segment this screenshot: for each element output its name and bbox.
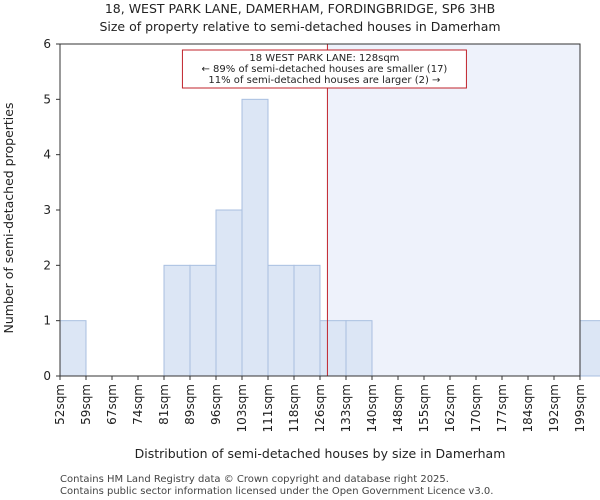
bar-81sqm xyxy=(163,264,191,377)
bar-103sqm xyxy=(241,98,269,377)
y-tick-label: 1 xyxy=(43,314,51,328)
x-tick-label: 59sqm xyxy=(79,384,93,425)
x-tick-label: 148sqm xyxy=(391,384,405,432)
y-tick-label: 6 xyxy=(43,37,51,51)
bar-118sqm xyxy=(293,264,321,377)
x-tick-label: 74sqm xyxy=(131,384,145,425)
x-tick-label: 67sqm xyxy=(105,384,119,425)
y-axis-ticks: 0 1 2 3 4 5 6 xyxy=(43,37,60,383)
bars-group xyxy=(59,98,600,377)
chart-title: 18, WEST PARK LANE, DAMERHAM, FORDINGBRI… xyxy=(105,1,495,16)
x-tick-label: 96sqm xyxy=(209,384,223,425)
annotation-box: 18 WEST PARK LANE: 128sqm ← 89% of semi-… xyxy=(181,49,467,89)
x-tick-label: 133sqm xyxy=(339,384,353,432)
y-tick-label: 4 xyxy=(43,148,51,162)
x-tick-label: 162sqm xyxy=(443,384,457,432)
footer-line-1: Contains HM Land Registry data © Crown c… xyxy=(60,474,449,485)
x-tick-label: 103sqm xyxy=(235,384,249,432)
y-tick-label: 5 xyxy=(43,92,51,106)
bar-52sqm xyxy=(59,320,87,377)
x-tick-label: 170sqm xyxy=(469,384,483,432)
bar-89sqm xyxy=(189,264,217,377)
annotation-line-1: 18 WEST PARK LANE: 128sqm xyxy=(249,53,399,64)
x-axis-label: Distribution of semi-detached houses by … xyxy=(135,446,506,461)
x-tick-label: 118sqm xyxy=(287,384,301,432)
bar-199sqm xyxy=(579,320,600,377)
x-tick-label: 89sqm xyxy=(183,384,197,425)
x-tick-label: 81sqm xyxy=(157,384,171,425)
annotation-border xyxy=(181,49,467,89)
y-axis-label: Number of semi-detached properties xyxy=(1,103,16,334)
x-tick-label: 52sqm xyxy=(53,384,67,425)
x-tick-label: 199sqm xyxy=(573,384,587,432)
y-tick-label: 0 xyxy=(43,369,51,383)
y-tick-label: 2 xyxy=(43,258,51,272)
bar-133sqm xyxy=(345,320,373,377)
x-tick-label: 140sqm xyxy=(365,384,379,432)
x-tick-label: 126sqm xyxy=(313,384,327,432)
x-tick-label: 111sqm xyxy=(261,384,275,432)
bar-126sqm xyxy=(319,320,347,377)
annotation-line-2: ← 89% of semi-detached houses are smalle… xyxy=(202,64,448,75)
x-axis-ticks: 52sqm 59sqm 67sqm 74sqm 81sqm 89sqm 96sqm 103sq… xyxy=(53,376,587,432)
annotation-line-3: 11% of semi-detached houses are larger (… xyxy=(208,75,440,86)
x-tick-label: 177sqm xyxy=(495,384,509,432)
x-tick-label: 192sqm xyxy=(547,384,561,432)
y-tick-label: 3 xyxy=(43,203,51,217)
footer-line-2: Contains public sector information licen… xyxy=(60,486,493,497)
x-tick-label: 155sqm xyxy=(417,384,431,432)
x-tick-label: 184sqm xyxy=(521,384,535,432)
bar-96sqm xyxy=(215,209,243,377)
bar-111sqm xyxy=(267,264,295,377)
chart-subtitle: Size of property relative to semi-detach… xyxy=(99,19,500,34)
